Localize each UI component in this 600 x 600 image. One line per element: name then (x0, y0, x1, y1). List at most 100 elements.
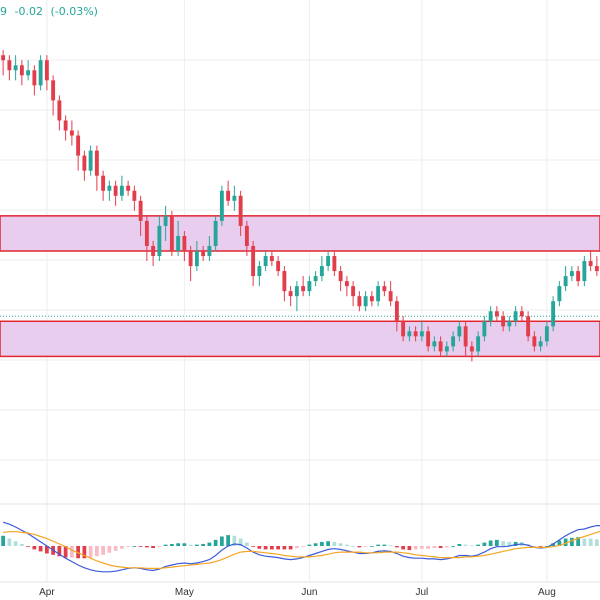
candle (88, 145, 93, 176)
candle-body (344, 281, 349, 287)
macd-histogram-bar (445, 546, 449, 548)
macd-histogram-bar (545, 546, 549, 547)
price-quote: 9 -0.02 (-0.03%) (0, 5, 102, 18)
macd-histogram-bar (195, 544, 199, 546)
candle-body (163, 215, 168, 226)
candle (594, 256, 599, 277)
candle-body (238, 195, 243, 226)
candle (76, 130, 81, 171)
x-tick-label: Jul (415, 587, 428, 598)
candle-body (413, 331, 418, 337)
candle-body (432, 341, 437, 347)
candle (101, 170, 106, 201)
x-tick-label: May (175, 587, 194, 598)
candle (232, 185, 237, 211)
candle-body (288, 291, 293, 297)
candle-body (507, 321, 512, 327)
candle (182, 230, 187, 262)
candle-body (332, 256, 337, 272)
candle-body (401, 321, 406, 337)
macd-histogram-bar (463, 544, 468, 546)
macd-histogram-bar (332, 541, 337, 546)
candle-body (594, 266, 599, 272)
candle-body (226, 190, 231, 201)
macd-histogram-bar (101, 546, 105, 555)
candle-body (588, 261, 593, 267)
macd-histogram-bar (288, 546, 293, 550)
candle (157, 215, 162, 262)
macd-histogram-bar (363, 546, 368, 547)
candle (282, 266, 287, 302)
candle (326, 251, 331, 272)
candle-body (419, 331, 424, 337)
macd-histogram-bar (188, 544, 193, 546)
candle-body (101, 175, 106, 191)
macd-histogram-bar (276, 546, 280, 550)
candle (351, 281, 356, 307)
candle-body (7, 60, 12, 71)
macd-histogram-bar (126, 546, 130, 547)
candle (582, 256, 587, 287)
macd-histogram-bar (451, 546, 455, 547)
candle-body (557, 286, 562, 302)
candle-body (544, 326, 549, 342)
candle-body (194, 251, 199, 267)
candle-body (426, 331, 431, 347)
candle (357, 291, 362, 312)
macd-histogram-bar (282, 546, 287, 550)
zone-1 (0, 215, 600, 252)
candle (126, 180, 131, 196)
macd-histogram-bar (420, 546, 424, 549)
candle (19, 60, 24, 86)
macd-histogram-bar (482, 542, 487, 546)
candle (463, 321, 468, 357)
macd-histogram-bar (301, 546, 305, 547)
support-resistance-zones (0, 215, 600, 358)
candle (451, 331, 456, 352)
candle-body (269, 256, 274, 262)
macd-histogram-bar (370, 546, 374, 547)
macd-histogram-bar (82, 546, 87, 559)
candle (113, 180, 118, 206)
macd-line (2, 521, 600, 573)
macd-histogram-bar (151, 546, 155, 549)
candle-body (357, 296, 362, 307)
candle-body (51, 80, 56, 101)
macd-histogram-bar (226, 535, 230, 546)
candle (82, 150, 87, 181)
candle (38, 55, 43, 91)
macd-histogram-bar (313, 543, 318, 546)
candle-body (57, 100, 62, 121)
candle (138, 195, 143, 236)
candle (194, 240, 199, 272)
macd-histogram-bar (1, 535, 5, 546)
macd-histogram-bar (113, 546, 118, 551)
candle (251, 240, 256, 287)
candle-body (151, 245, 156, 257)
candle (119, 175, 124, 201)
candle-body (207, 245, 212, 257)
macd-histogram-bar (76, 546, 80, 559)
candle-body (157, 225, 162, 257)
candle (526, 311, 531, 342)
candle-body (38, 60, 43, 86)
candle-body (294, 286, 299, 297)
macd-histogram-bar (32, 546, 37, 550)
candle-body (257, 266, 262, 277)
candle-body (338, 271, 343, 282)
candle (407, 326, 412, 342)
macd-histogram-bar (263, 546, 268, 550)
candle (538, 336, 543, 352)
macd-histogram-bar (63, 546, 68, 558)
candle-body (126, 185, 131, 191)
macd-histogram-bar (407, 546, 412, 551)
candle-body (501, 316, 506, 327)
candle (7, 55, 12, 81)
candle (163, 205, 168, 241)
candle (94, 145, 99, 191)
macd-histogram-bar (326, 541, 330, 546)
macd-histogram-bar (595, 539, 599, 546)
candle (332, 251, 337, 277)
macd-histogram-bar (238, 538, 243, 546)
